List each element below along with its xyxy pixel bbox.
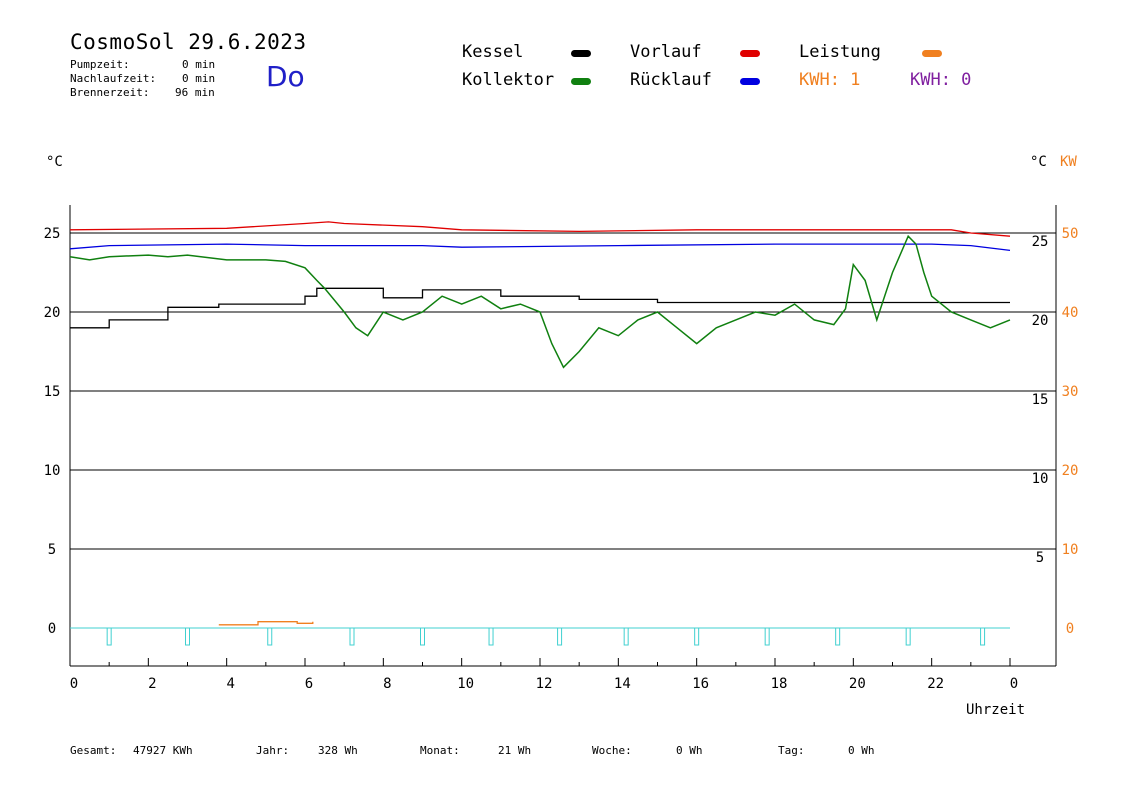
x-tick-6: 12 [536,676,553,692]
x-tick-10: 20 [849,676,866,692]
pump-marker-3 [349,627,355,646]
footer-woche-label: Woche: [592,744,632,757]
pump-marker-8 [694,627,700,646]
footer-tag-label: Tag: [778,744,805,757]
footer-jahr-label: Jahr: [256,744,290,757]
pump-marker-7 [623,627,629,646]
legend-kwh-secondary: KWH: 0 [910,70,972,90]
series-vorlauf-line [69,221,1011,237]
legend-vorlauf-label: Vorlauf [630,42,702,62]
x-tick-11: 22 [927,676,944,692]
stat-pumpzeit-value: 0 min [182,58,216,71]
stat-nachlaufzeit-label: Nachlaufzeit: [70,72,157,85]
y-tick-left-5: 5 [48,542,56,558]
legend-leistung-label: Leistung [799,42,881,62]
legend-kessel-label: Kessel [462,42,524,62]
x-tick-7: 14 [614,676,631,692]
stat-brennerzeit-value: 96 min [175,86,215,99]
pump-marker-4 [420,627,425,646]
footer-gesamt-label: Gesamt: [70,744,117,757]
y-tick-right-power-0: 0 [1066,621,1074,637]
weekday-label: Do [266,60,305,93]
footer-jahr-value: 328 Wh [318,744,358,757]
series-ruecklauf-line [69,243,1011,252]
y-tick-right-power-40: 40 [1062,305,1079,321]
y-tick-right-power-20: 20 [1062,463,1079,479]
y-tick-right-temp-15: 15 [1032,392,1049,408]
legend-kollektor-swatch [571,78,591,85]
x-tick-3: 6 [305,676,313,692]
pump-marker-1 [185,627,190,646]
stat-nachlaufzeit-value: 0 min [182,72,216,85]
y-axis-unit-power: KW [1060,154,1077,170]
x-tick-5: 10 [457,676,474,692]
series-kollektor-line [69,234,1011,369]
x-tick-4: 8 [383,676,391,692]
y-tick-right-temp-5: 5 [1036,550,1044,566]
y-tick-left-20: 20 [44,305,61,321]
legend-ruecklauf-label: Rücklauf [630,70,712,90]
legend-leistung-swatch [922,50,942,57]
legend-kwh-leistung: KWH: 1 [799,70,861,90]
footer-gesamt-value: 47927 KWh [133,744,193,757]
y-tick-left-10: 10 [44,463,61,479]
y-tick-left-15: 15 [44,384,61,400]
y-tick-left-25: 25 [44,226,61,242]
y-tick-right-temp-10: 10 [1032,471,1049,487]
pump-marker-5 [488,627,494,646]
x-tick-1: 2 [148,676,156,692]
y-tick-right-power-30: 30 [1062,384,1079,400]
pump-marker-0 [106,627,112,646]
legend-vorlauf-swatch [740,50,760,57]
y-tick-right-temp-25: 25 [1032,234,1049,250]
stat-brennerzeit-label: Brennerzeit: [70,86,150,99]
y-tick-right-temp-20: 20 [1032,313,1049,329]
y-tick-right-power-10: 10 [1062,542,1079,558]
x-axis-label: Uhrzeit [966,702,1025,718]
y-axis-unit-right: °C [1030,154,1047,170]
chart-title: CosmoSol 29.6.2023 [70,30,307,54]
x-tick-12: 0 [1010,676,1018,692]
series-kessel-line [70,287,1010,329]
footer-monat-value: 21 Wh [498,744,532,757]
stat-pumpzeit-label: Pumpzeit: [70,58,130,71]
footer-woche-value: 0 Wh [676,744,703,757]
footer-tag-value: 0 Wh [848,744,875,757]
footer-monat-label: Monat: [420,744,460,757]
x-tick-8: 16 [692,676,709,692]
y-axis-unit-left: °C [46,154,63,170]
y-tick-left-0: 0 [48,621,56,637]
x-tick-0: 0 [70,676,78,692]
pump-marker-6 [557,627,563,646]
legend-ruecklauf-swatch [740,78,760,85]
x-tick-2: 4 [226,676,234,692]
pump-marker-10 [835,627,841,646]
y-tick-right-power-50: 50 [1062,226,1079,242]
legend-kollektor-label: Kollektor [462,70,555,90]
pump-marker-2 [267,627,273,646]
x-tick-9: 18 [771,676,788,692]
pump-marker-9 [764,627,770,646]
pump-marker-12 [980,627,986,646]
series-leistung-line [218,621,314,626]
pump-marker-11 [905,627,911,646]
legend-kessel-swatch [571,50,591,57]
